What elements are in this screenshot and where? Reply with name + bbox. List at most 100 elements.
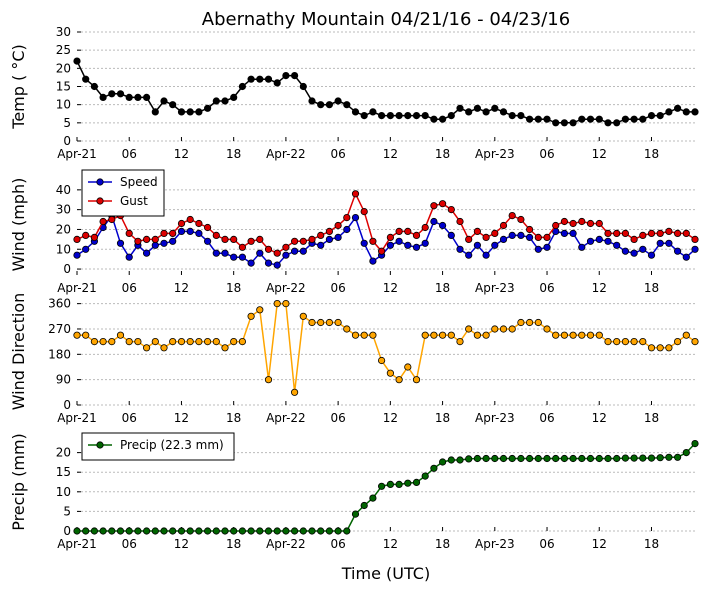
x-tick-label: Apr-21 [57, 281, 97, 295]
data-point [525, 115, 534, 123]
data-point [221, 527, 229, 535]
data-point [499, 108, 508, 116]
data-point [108, 215, 116, 224]
x-tick-label: 06 [539, 281, 554, 295]
data-point [613, 454, 621, 463]
x-tick-label: 06 [122, 411, 137, 425]
x-axis-label: Time (UTC) [341, 564, 430, 583]
data-point [169, 337, 177, 346]
data-point [412, 478, 421, 486]
data-point [586, 331, 595, 339]
y-axis-label: Temp ( °C) [9, 44, 28, 129]
data-point [351, 331, 360, 339]
data-point [247, 527, 255, 535]
data-point [247, 312, 255, 320]
data-point [273, 249, 281, 257]
data-point [343, 225, 351, 234]
data-point [90, 82, 99, 91]
data-point [534, 245, 542, 253]
data-point [621, 337, 630, 346]
data-point [552, 221, 560, 230]
data-point [169, 527, 177, 535]
data-point [386, 369, 394, 377]
data-point [386, 112, 394, 120]
data-point [73, 235, 81, 243]
x-tick-label: 12 [592, 411, 607, 425]
data-point [552, 331, 560, 339]
data-point [613, 241, 621, 249]
x-tick-label: 06 [330, 537, 345, 551]
data-point [282, 243, 290, 251]
data-point [421, 472, 429, 480]
data-point [204, 337, 212, 346]
x-tick-label: 06 [330, 147, 345, 161]
data-point [517, 231, 525, 239]
data-point [386, 241, 394, 249]
data-point [586, 115, 595, 123]
data-point [256, 527, 264, 535]
series-line [76, 60, 695, 124]
data-point [586, 454, 595, 463]
data-point [308, 318, 316, 327]
data-point [569, 331, 577, 339]
data-point [534, 115, 542, 123]
data-point [108, 90, 116, 98]
data-point [343, 527, 351, 535]
data-point [647, 229, 656, 237]
y-tick-label: 20 [56, 446, 71, 460]
data-point [447, 231, 455, 239]
data-point [290, 72, 299, 80]
x-tick-label: 12 [383, 281, 398, 295]
data-point [560, 454, 569, 463]
data-point [604, 119, 612, 127]
data-point [290, 388, 299, 396]
data-point [134, 337, 142, 346]
data-point [264, 527, 273, 535]
data-point [456, 104, 464, 112]
data-point [151, 235, 159, 243]
y-tick-label: 90 [56, 373, 71, 387]
data-point [143, 344, 151, 352]
data-point [543, 233, 551, 241]
data-point [404, 479, 412, 487]
data-point [317, 318, 325, 327]
legend-marker [96, 197, 104, 205]
data-point [465, 108, 473, 116]
data-point [177, 219, 186, 228]
data-point [221, 249, 229, 257]
data-point [621, 247, 630, 255]
data-point [230, 235, 238, 243]
data-point [351, 510, 360, 518]
data-point [264, 259, 273, 267]
data-point [613, 337, 621, 346]
y-tick-label: 0 [63, 398, 71, 412]
data-point [290, 527, 299, 535]
data-point [447, 331, 455, 339]
data-point [595, 331, 603, 339]
data-point [177, 227, 186, 235]
data-point [404, 112, 412, 120]
legend-label: Gust [120, 194, 148, 208]
data-point [491, 325, 499, 333]
data-point [90, 233, 99, 241]
data-point [73, 527, 81, 535]
data-point [517, 112, 525, 120]
data-point [160, 527, 168, 535]
x-tick-label: Apr-22 [266, 411, 306, 425]
data-point [343, 214, 351, 222]
data-point [334, 221, 342, 230]
data-point [656, 239, 664, 247]
data-point [73, 331, 81, 339]
data-point [386, 480, 394, 488]
data-point [517, 318, 525, 327]
data-point [578, 243, 586, 251]
data-point [282, 251, 290, 259]
data-point [82, 331, 90, 339]
y-tick-label: 10 [56, 242, 71, 256]
data-point [465, 235, 473, 243]
data-point [238, 253, 246, 261]
data-point [647, 454, 656, 462]
data-point [543, 454, 551, 463]
y-tick-label: 180 [48, 347, 71, 361]
data-point [630, 115, 638, 123]
